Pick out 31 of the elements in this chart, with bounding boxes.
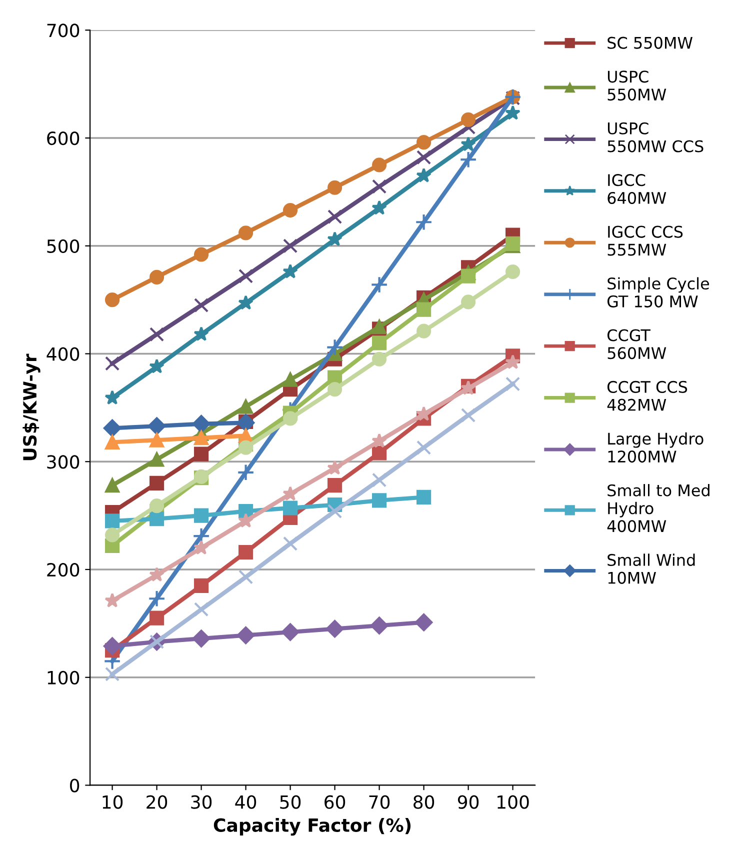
y-tick-label: 300 [47,455,80,469]
y-tick-label: 600 [47,131,80,146]
y-tick-label: 200 [47,562,80,577]
x-tick-label: 80 [414,795,434,809]
x-tick-label: 20 [146,795,168,809]
x-tick-label: 50 [280,795,301,809]
legend-label: USPC 550MW CCS [608,122,704,152]
x-tick-label: 60 [324,795,346,809]
x-tick-label: 10 [102,795,123,809]
x-tick-label: 30 [191,795,212,809]
y-tick-label: 500 [47,239,80,253]
x-tick-label: 40 [235,795,256,809]
x-tick-label: 90 [458,795,479,809]
legend-label: Small Wind 10MW [608,554,695,584]
legend-label: Large Hydro 1200MW [608,432,704,463]
x-axis-title: Capacity Factor (%) [214,818,411,836]
y-tick-label: 700 [47,24,80,38]
legend-label: CCGT CCS 482MW [607,380,688,411]
legend-label: CCGT 560MW [607,329,666,360]
legend-label: IGCC 640MW [608,174,666,204]
legend-label: Simple Cycle GT 150 MW [607,277,709,308]
y-tick-label: 100 [48,670,80,684]
y-tick-label: 0 [70,778,80,792]
x-tick-label: 70 [369,795,390,809]
legend-label: SC 550MW [608,36,692,49]
legend-label: IGCC CCS 555MW [608,226,683,256]
x-tick-label: 100 [498,795,529,809]
legend-label: Small to Med Hydro 400MW [607,484,710,532]
y-tick-label: 400 [46,347,80,361]
legend-label: USPC 550MW [608,70,666,101]
y-axis-title: US$/KW-yr [22,354,40,460]
